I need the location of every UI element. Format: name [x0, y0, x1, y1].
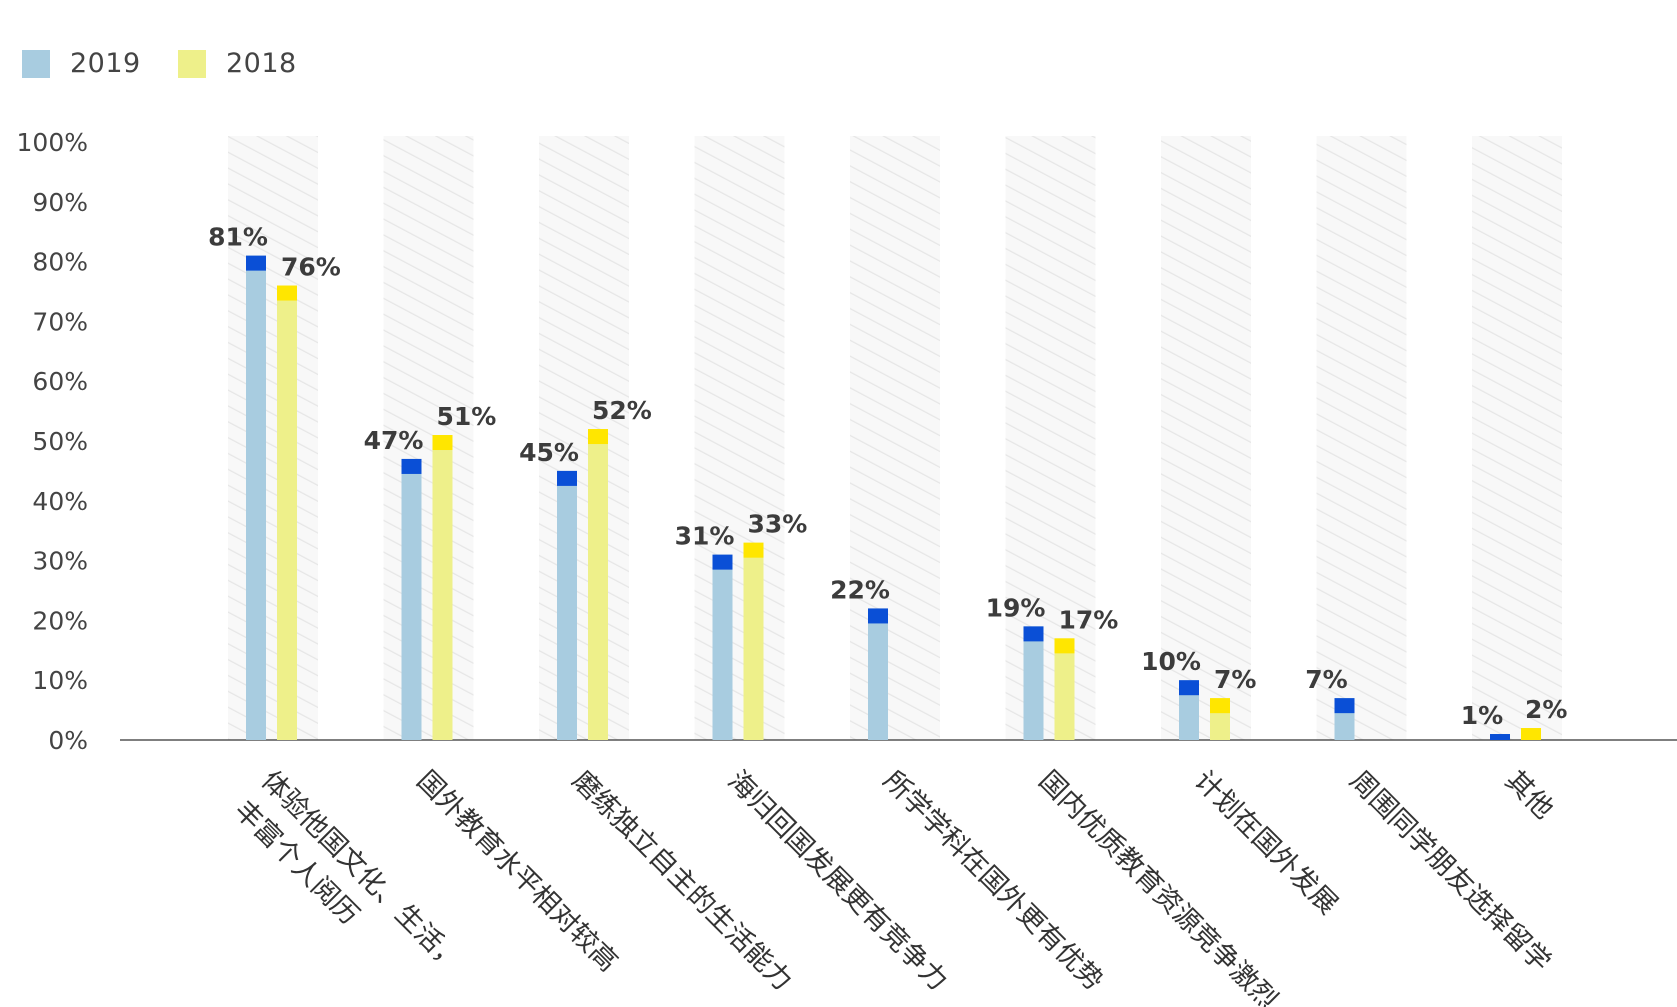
value-label-2019: 31% [675, 522, 735, 551]
column-background [850, 136, 940, 740]
y-tick-label: 10% [32, 666, 88, 695]
legend-swatch-2019 [22, 49, 50, 78]
bar-cap-2019 [1334, 698, 1355, 714]
bar-2019 [712, 554, 733, 740]
bar-cap-2019 [246, 255, 266, 271]
column-background [1005, 136, 1096, 740]
y-tick-label: 60% [32, 367, 88, 396]
bar-2018 [1054, 638, 1075, 740]
bar-2019 [401, 458, 422, 740]
category-label: 计划在国外发展 [1188, 765, 1344, 921]
bar-cap-2018 [1054, 638, 1075, 654]
bar-2018 [588, 429, 608, 740]
category-label-line: 计划在国外发展 [1188, 765, 1344, 921]
bar-cap-2019 [712, 554, 733, 570]
value-label-2018: 76% [281, 253, 341, 282]
legend-label-2019: 2019 [70, 48, 141, 79]
y-tick-label: 90% [32, 188, 88, 217]
legend-label-2018: 2018 [226, 48, 297, 79]
value-label-2019: 1% [1461, 701, 1503, 730]
legend-item-2019: 2019 [22, 48, 141, 79]
value-label-2019: 22% [830, 575, 890, 604]
bar-2018 [277, 285, 297, 740]
bar-cap-2019 [401, 458, 422, 474]
legend-swatch-2018 [178, 49, 206, 78]
bar-cap-2019 [1179, 680, 1199, 696]
y-tick-label: 30% [32, 547, 88, 576]
bar-cap-2019 [557, 470, 577, 486]
column-background [228, 136, 318, 740]
y-tick-label: 80% [32, 248, 88, 277]
value-label-2018: 33% [748, 510, 808, 539]
bar-2019 [246, 255, 266, 740]
bar-2018 [743, 542, 764, 740]
value-label-2019: 7% [1305, 665, 1347, 694]
value-label-2018: 2% [1525, 695, 1567, 724]
value-label-2018: 51% [437, 402, 497, 431]
value-label-2019: 81% [208, 223, 268, 252]
bar-cap-2018 [1521, 728, 1541, 740]
y-tick-label: 100% [17, 128, 88, 157]
value-label-2018: 52% [592, 396, 652, 425]
bar-cap-2019 [1490, 734, 1510, 740]
y-tick-label: 20% [32, 606, 88, 635]
column-background [1316, 136, 1407, 740]
column-background [539, 136, 629, 740]
column-background [1161, 136, 1251, 740]
y-tick-label: 40% [32, 487, 88, 516]
category-label: 其他 [1499, 765, 1559, 825]
bar-2018 [432, 435, 453, 740]
bar-cap-2019 [1023, 626, 1044, 642]
value-label-2019: 45% [519, 438, 579, 467]
column-backgrounds [228, 136, 1562, 740]
bar-cap-2019 [868, 608, 888, 624]
bar-cap-2018 [1210, 698, 1230, 714]
bars [246, 255, 1541, 740]
value-label-2018: 17% [1059, 605, 1119, 634]
bar-2019 [868, 608, 888, 740]
value-labels: 81% 76% 47% 51% 45% 52% 31% 33% 22% 19% 17% 10% 7% 7%… [208, 223, 1567, 730]
bar-cap-2018 [432, 435, 453, 451]
category-label-line: 其他 [1499, 765, 1559, 825]
category-labels: 体验他国文化、生活，丰富个人阅历 国外教育水平相对较高磨练独立自主的生活能力海归回… [228, 765, 1559, 1007]
column-background [1472, 136, 1562, 740]
y-tick-label: 70% [32, 307, 88, 336]
value-label-2018: 7% [1214, 665, 1256, 694]
y-tick-label: 0% [48, 726, 88, 755]
y-axis-ticks: 0% 10% 20% 30% 40% 50% 60% 70% 80% 90% 100% [17, 128, 88, 755]
bar-cap-2018 [588, 429, 608, 445]
value-label-2019: 10% [1141, 647, 1201, 676]
y-tick-label: 50% [32, 427, 88, 456]
bar-cap-2018 [277, 285, 297, 301]
legend-item-2018: 2018 [178, 48, 297, 79]
bar-2019 [1023, 626, 1044, 740]
bar-2019 [557, 470, 577, 740]
column-background [383, 136, 474, 740]
bar-cap-2018 [743, 542, 764, 558]
value-label-2019: 47% [364, 426, 424, 455]
value-label-2019: 19% [986, 593, 1046, 622]
column-background [694, 136, 785, 740]
